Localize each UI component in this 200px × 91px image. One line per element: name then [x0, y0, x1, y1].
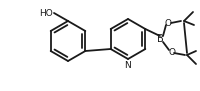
- Text: O: O: [164, 18, 171, 27]
- Text: B: B: [156, 34, 163, 44]
- Text: HO: HO: [39, 8, 53, 17]
- Text: N: N: [124, 61, 131, 70]
- Text: O: O: [168, 49, 175, 58]
